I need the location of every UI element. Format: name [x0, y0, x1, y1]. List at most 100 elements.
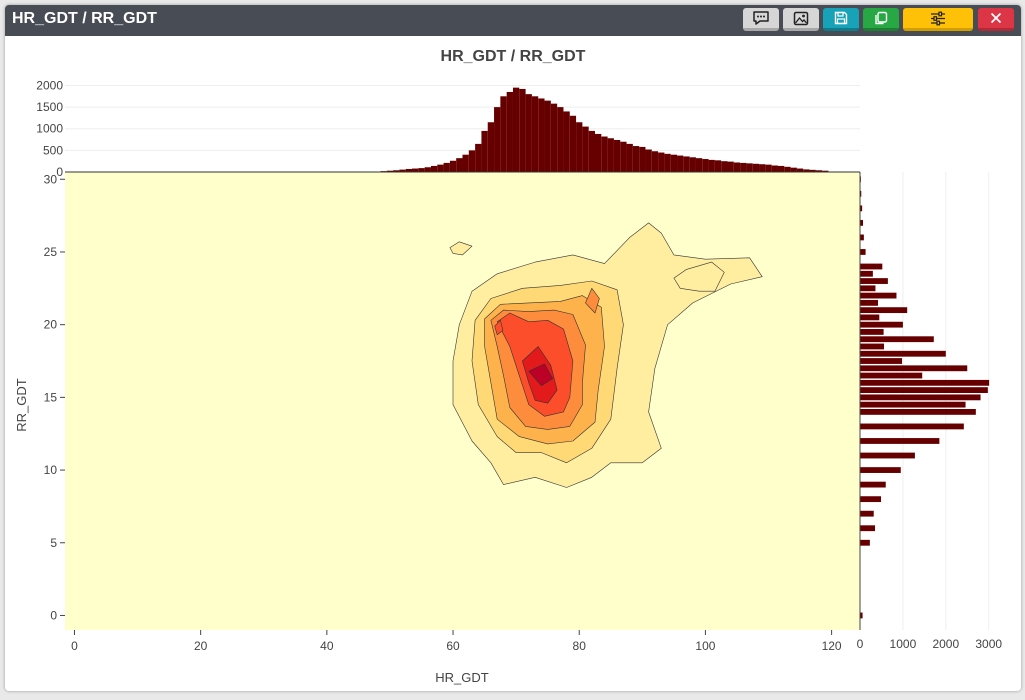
- top-hist-bar: [487, 122, 495, 172]
- right-hist-bar: [860, 270, 873, 277]
- top-hist-bar: [727, 161, 734, 172]
- close-button[interactable]: [978, 8, 1014, 31]
- top-hist-bar: [475, 143, 482, 172]
- right-hist-bar: [860, 365, 968, 372]
- right-hist-bar: [860, 350, 946, 357]
- top-hist-tick-label: 0: [56, 165, 63, 179]
- window-title: HR_GDT / RR_GDT: [12, 10, 157, 27]
- top-hist-bar: [733, 162, 741, 172]
- top-hist-tick-label: 1500: [36, 100, 63, 114]
- top-hist-tick-label: 2000: [36, 78, 63, 92]
- top-hist-bar: [544, 100, 551, 172]
- top-hist-bar: [771, 165, 778, 172]
- right-hist-bar: [860, 525, 876, 532]
- right-hist-bar: [860, 263, 883, 270]
- y-tick-label: 15: [44, 390, 58, 404]
- right-hist-bar: [860, 408, 976, 415]
- image-button[interactable]: [783, 8, 819, 31]
- right-hist-bar: [860, 510, 874, 517]
- top-hist-bar: [525, 94, 532, 172]
- top-hist-bar: [607, 138, 614, 172]
- top-hist-bar: [626, 143, 633, 172]
- right-hist-bar: [860, 234, 864, 241]
- image-icon: [793, 11, 809, 25]
- top-hist-tick-label: 1000: [36, 122, 63, 136]
- top-hist-bar: [393, 170, 400, 172]
- top-hist-bar: [405, 168, 413, 172]
- top-hist-bar: [569, 115, 577, 172]
- top-hist-bar: [752, 163, 760, 172]
- contour-level-4: [585, 288, 600, 314]
- top-hist-bar: [538, 98, 545, 172]
- right-hist-bar: [860, 358, 903, 364]
- x-tick-label: 120: [822, 639, 842, 653]
- y-tick-label: 20: [44, 318, 58, 332]
- top-hist-bar: [708, 159, 715, 172]
- right-hist-bar: [860, 307, 908, 314]
- comment-button[interactable]: [743, 8, 779, 31]
- copy-button[interactable]: [863, 8, 899, 31]
- right-hist-bar: [860, 190, 862, 197]
- top-hist-bar: [563, 111, 570, 172]
- top-hist-bar: [399, 169, 406, 172]
- contour-level-5: [494, 319, 504, 336]
- right-hist-bar: [860, 321, 903, 328]
- right-hist-tick-label: 1000: [890, 637, 917, 651]
- top-hist-bar: [506, 91, 513, 172]
- top-hist-bar: [784, 166, 791, 172]
- right-hist-bar: [860, 278, 888, 284]
- top-hist-bar: [430, 165, 438, 172]
- contour-level-7: [528, 363, 554, 387]
- sliders-icon: [931, 11, 945, 25]
- right-hist-bar: [860, 336, 934, 343]
- top-hist-bar: [765, 164, 772, 172]
- right-hist-bar: [860, 379, 990, 386]
- right-hist-bar: [860, 249, 866, 255]
- x-tick-label: 80: [573, 639, 587, 653]
- top-hist-bar: [519, 88, 526, 172]
- top-hist-bar: [620, 141, 627, 172]
- top-hist-bar: [809, 169, 816, 172]
- top-hist-bar: [456, 158, 463, 172]
- right-hist-bar: [860, 612, 863, 619]
- right-hist-bar: [860, 219, 864, 226]
- save-icon: [834, 11, 848, 25]
- top-hist-bar: [582, 126, 589, 172]
- top-hist-bar: [531, 96, 539, 172]
- right-hist-bar: [860, 394, 981, 401]
- top-hist-bar: [683, 156, 690, 172]
- right-hist-bar: [860, 372, 923, 379]
- right-hist-bar: [860, 438, 940, 444]
- y-tick-label: 10: [44, 463, 58, 477]
- right-hist-bar: [860, 329, 884, 335]
- chart-title: HR_GDT / RR_GDT: [441, 48, 586, 65]
- right-hist-bar: [860, 285, 876, 292]
- top-hist-bar: [601, 136, 608, 172]
- save-button[interactable]: [823, 8, 859, 31]
- right-hist-bar: [860, 423, 964, 430]
- top-hist-bar: [595, 133, 602, 172]
- contour-level-1: [673, 261, 725, 292]
- x-tick-label: 60: [446, 639, 460, 653]
- right-hist-bar: [860, 205, 863, 212]
- top-hist-bar: [777, 165, 785, 172]
- top-hist-bar: [632, 146, 640, 172]
- top-hist-bar: [702, 159, 709, 172]
- close-icon: [990, 12, 1002, 24]
- top-hist-bar: [746, 163, 753, 172]
- top-hist-bar: [815, 170, 823, 172]
- right-hist-bar: [860, 299, 879, 306]
- y-tick-label: 25: [44, 245, 58, 259]
- y-tick-label: 5: [50, 536, 57, 550]
- top-hist-bar: [588, 130, 595, 172]
- x-tick-label: 0: [71, 639, 78, 653]
- settings-button[interactable]: [903, 8, 973, 31]
- top-hist-bar: [639, 146, 646, 172]
- top-hist-bar: [695, 158, 703, 172]
- right-hist-tick-label: 0: [857, 637, 864, 651]
- top-hist-bar: [790, 167, 797, 172]
- top-hist-bar: [803, 169, 810, 172]
- right-histogram: 0 1000 2000 3000: [857, 172, 1002, 651]
- top-hist-bar: [449, 160, 457, 172]
